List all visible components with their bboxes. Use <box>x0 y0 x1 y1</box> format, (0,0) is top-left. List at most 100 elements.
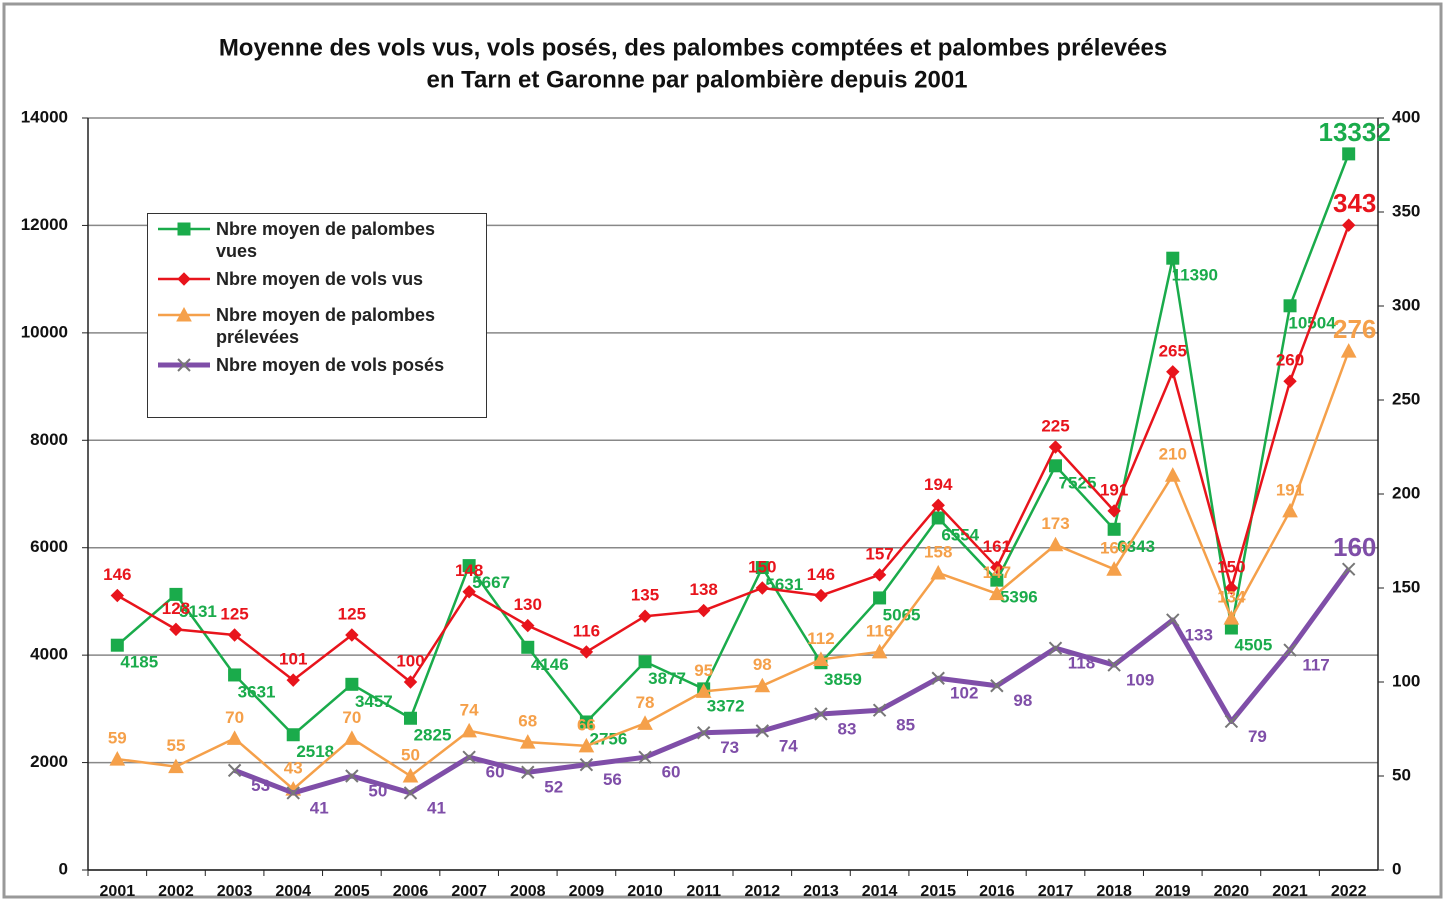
point <box>1047 536 1064 552</box>
point <box>638 750 652 764</box>
point <box>872 703 887 717</box>
point <box>638 655 652 669</box>
x-tick-label: 2009 <box>569 883 605 900</box>
data-label: 112 <box>807 629 834 648</box>
point <box>990 560 1004 575</box>
point <box>462 559 476 573</box>
point <box>110 638 124 652</box>
data-label: 135 <box>631 586 659 605</box>
point <box>1107 658 1121 672</box>
point <box>286 786 300 800</box>
data-label: 55 <box>166 736 185 755</box>
data-label: 4185 <box>120 653 158 672</box>
point <box>755 581 770 595</box>
chart-title: en Tarn et Garonne par palombière depuis… <box>426 66 967 93</box>
point <box>755 724 770 738</box>
data-label: 117 <box>1302 656 1329 675</box>
x-tick-label: 2012 <box>745 883 781 900</box>
data-label: 125 <box>338 604 366 623</box>
data-label: 173 <box>1041 514 1069 533</box>
point <box>1282 502 1298 518</box>
point <box>344 730 360 745</box>
point <box>579 715 593 729</box>
point <box>1224 714 1239 729</box>
point <box>931 498 945 512</box>
data-label: 101 <box>279 650 307 669</box>
x-tick-label: 2003 <box>217 883 253 900</box>
data-label: 53 <box>251 776 270 795</box>
point <box>696 603 711 618</box>
data-label: 260 <box>1276 351 1304 370</box>
data-label: 210 <box>1159 445 1187 464</box>
point <box>402 767 419 783</box>
x-tick-label: 2019 <box>1155 883 1191 900</box>
y2-tick-label: 150 <box>1392 577 1420 596</box>
data-label: 157 <box>865 544 893 563</box>
data-label: 125 <box>220 604 248 623</box>
data-label: 3631 <box>238 682 276 701</box>
data-label: 160 <box>1333 532 1376 562</box>
data-label: 68 <box>518 712 537 731</box>
data-label: 98 <box>753 655 772 674</box>
point <box>755 561 769 575</box>
data-label: 343 <box>1333 188 1376 218</box>
data-label: 116 <box>573 621 600 640</box>
y2-tick-label: 200 <box>1392 483 1420 502</box>
point <box>990 679 1004 693</box>
point <box>1048 641 1063 655</box>
x-tick-label: 2006 <box>393 883 429 900</box>
series-line <box>233 567 1351 796</box>
data-label: 70 <box>225 708 244 727</box>
point <box>1341 218 1356 232</box>
point <box>177 358 191 372</box>
point <box>1342 147 1356 161</box>
data-label: 66 <box>577 715 596 734</box>
point <box>1341 562 1356 576</box>
legend-item: Nbre moyen de vols vus <box>156 268 478 290</box>
data-label: 116 <box>866 621 893 640</box>
point <box>1166 365 1180 379</box>
data-label: 73 <box>720 738 739 757</box>
data-label: 4146 <box>531 655 569 674</box>
legend-label: Nbre moyen de vols vus <box>216 269 424 289</box>
point <box>168 758 184 774</box>
point <box>227 763 242 778</box>
point <box>461 722 477 738</box>
point <box>989 585 1005 601</box>
point <box>177 272 191 286</box>
y2-tick-label: 50 <box>1392 765 1411 784</box>
data-label: 83 <box>837 719 856 738</box>
data-label: 3372 <box>707 696 745 715</box>
data-label: 130 <box>514 595 542 614</box>
data-label: 161 <box>983 537 1011 556</box>
point <box>169 587 183 601</box>
data-label: 150 <box>748 557 776 576</box>
data-label: 43 <box>284 759 303 778</box>
data-label: 225 <box>1041 416 1069 435</box>
point <box>403 675 418 689</box>
x-tick-label: 2004 <box>275 883 311 900</box>
legend: Nbre moyen de palombes vues Nbre moyen de… <box>147 213 487 418</box>
y2-tick-label: 100 <box>1392 671 1420 690</box>
legend-item: Nbre moyen de vols posés <box>156 354 478 376</box>
y-tick-label: 10000 <box>21 322 68 341</box>
point <box>521 765 535 779</box>
point <box>695 683 712 698</box>
point <box>176 306 192 322</box>
data-label: 7525 <box>1059 473 1097 492</box>
x-tick-label: 2021 <box>1272 883 1308 900</box>
data-label: 5396 <box>1000 588 1038 607</box>
y-tick-label: 8000 <box>30 430 68 449</box>
point <box>1107 504 1121 518</box>
point <box>872 568 887 582</box>
data-label: 118 <box>1068 654 1095 673</box>
x-tick-label: 2022 <box>1331 883 1367 900</box>
point <box>345 769 359 783</box>
point <box>637 715 653 730</box>
data-label: 85 <box>896 716 915 735</box>
y2-tick-label: 350 <box>1392 201 1420 220</box>
point <box>109 751 126 766</box>
data-label: 102 <box>950 684 978 703</box>
legend-item: Nbre moyen de palombes prélevées <box>156 304 478 348</box>
